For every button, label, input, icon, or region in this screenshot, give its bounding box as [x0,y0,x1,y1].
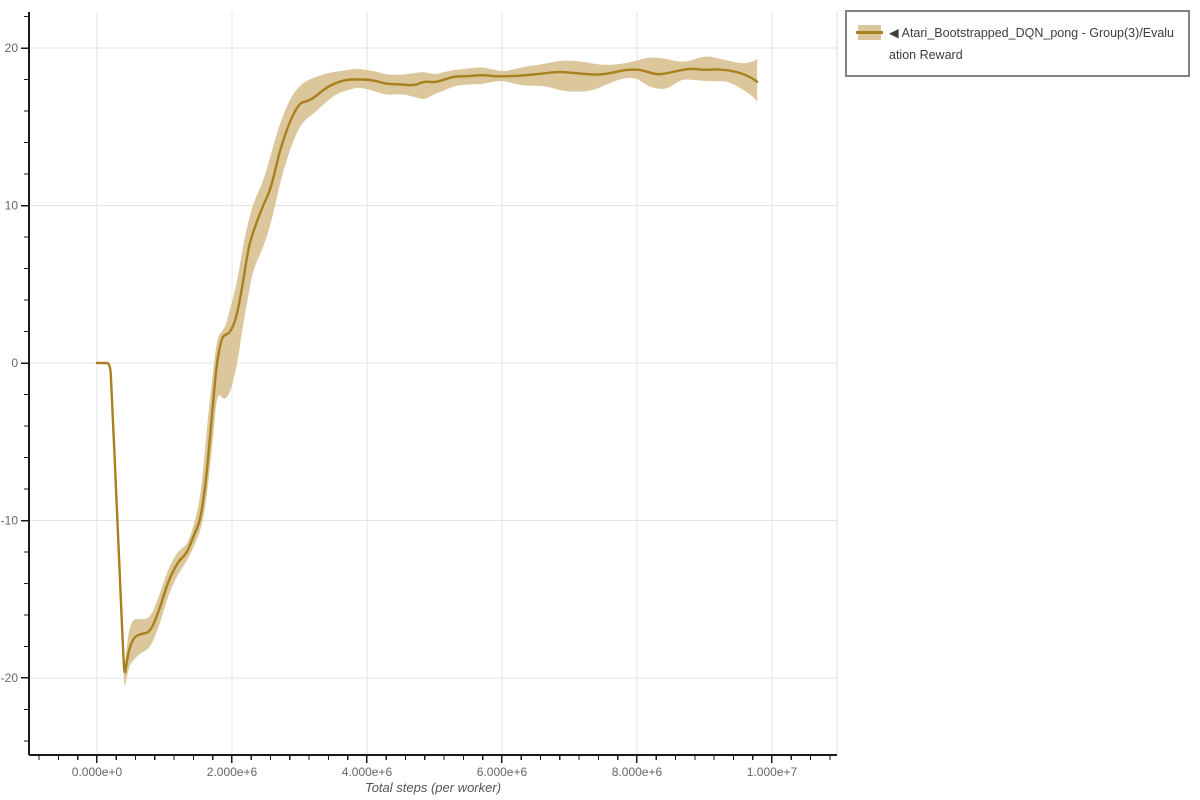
x-tick-label: 4.000e+6 [342,765,393,779]
legend-collapse-icon[interactable]: ◀ [889,26,899,40]
confidence-band [96,56,758,686]
mean-reward-line [95,67,759,674]
y-tick-label: 20 [5,41,19,55]
x-tick-label: 1.000e+7 [747,765,798,779]
y-tick-label: 10 [5,199,19,213]
x-tick-label: 6.000e+6 [477,765,528,779]
x-tick-label: 8.000e+6 [612,765,663,779]
x-axis-title: Total steps (per worker) [365,780,501,795]
x-tick-label: 0.000e+0 [72,765,123,779]
legend-item[interactable]: ◀ Atari_Bootstrapped_DQN_pong - Group(3)/… [889,22,1180,66]
legend-swatch [856,25,883,40]
legend-box: ◀ Atari_Bootstrapped_DQN_pong - Group(3)/… [845,10,1190,77]
x-tick-label: 2.000e+6 [207,765,258,779]
y-tick-label: 0 [11,356,18,370]
legend-label: Atari_Bootstrapped_DQN_pong - Group(3)/E… [889,26,1174,62]
y-tick-label: -20 [1,671,19,685]
legend-swatch-line-icon [856,31,883,34]
y-tick-label: -10 [1,514,19,528]
